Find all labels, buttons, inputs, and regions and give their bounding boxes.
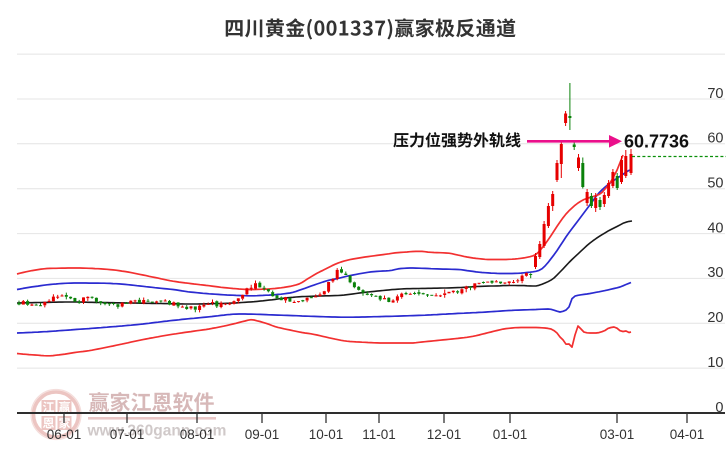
- svg-text:03-01: 03-01: [600, 427, 635, 442]
- svg-text:50: 50: [707, 176, 723, 192]
- svg-text:20: 20: [707, 310, 723, 326]
- svg-text:07-01: 07-01: [110, 427, 145, 442]
- svg-text:70: 70: [707, 86, 723, 102]
- svg-text:60.7736: 60.7736: [624, 132, 689, 152]
- svg-text:08-01: 08-01: [180, 427, 215, 442]
- svg-text:09-01: 09-01: [245, 427, 280, 442]
- svg-text:12-01: 12-01: [427, 427, 462, 442]
- svg-text:10-01: 10-01: [309, 427, 344, 442]
- svg-text:06-01: 06-01: [47, 427, 82, 442]
- svg-text:30: 30: [707, 265, 723, 281]
- svg-text:10: 10: [707, 355, 723, 371]
- svg-text:04-01: 04-01: [670, 427, 705, 442]
- svg-text:40: 40: [707, 220, 723, 236]
- svg-text:11-01: 11-01: [362, 427, 396, 442]
- svg-text:www.360gann.com: www.360gann.com: [87, 423, 227, 440]
- svg-text:01-01: 01-01: [493, 427, 528, 442]
- svg-text:0: 0: [715, 400, 723, 416]
- svg-text:60: 60: [707, 131, 723, 147]
